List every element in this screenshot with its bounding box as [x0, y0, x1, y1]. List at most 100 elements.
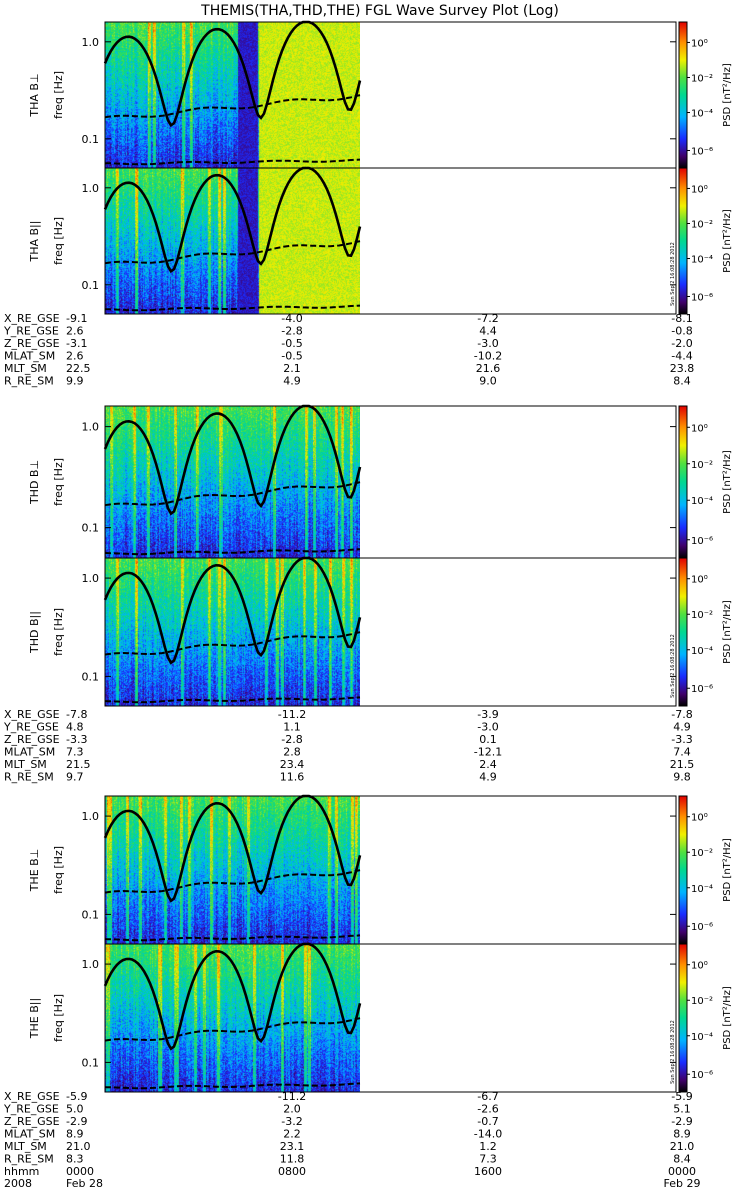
colorbar — [678, 795, 688, 945]
time-axis-date: Feb 29 — [664, 1177, 701, 1190]
ephemeris-value: -4.0 — [281, 312, 302, 325]
y-axis-label: freq [Hz] — [52, 994, 65, 1042]
ephemeris-value: -3.3 — [671, 733, 692, 746]
ephemeris-value: 4.8 — [66, 721, 84, 734]
ephemeris-row-name: Z_RE_GSE — [4, 337, 60, 350]
ephemeris-value: -2.9 — [671, 1115, 692, 1128]
ephemeris-value: 11.8 — [280, 1153, 305, 1166]
ephemeris-row-name: X_RE_GSE — [4, 312, 60, 325]
ephemeris-value: 9.7 — [66, 771, 84, 784]
panel-label: THD B⊥ — [28, 460, 41, 505]
colorbar-tick-label: 10⁻² — [691, 73, 713, 84]
colorbar-tick-label: 10⁻⁴ — [691, 884, 713, 895]
colorbar-label: PSD [nT²/Hz] — [722, 209, 733, 273]
ephemeris-value: 2.1 — [283, 362, 301, 375]
ephemeris-row-name: R_RE_SM — [4, 771, 54, 784]
ephemeris-value: 23.4 — [280, 758, 305, 771]
frequency-trace — [104, 548, 361, 556]
colorbar-tick-label: 10⁻² — [691, 610, 713, 621]
colorbar-tick-label: 10⁻⁶ — [691, 922, 713, 933]
ephemeris-value: 9.8 — [673, 771, 691, 784]
ephemeris-value: -10.2 — [474, 350, 502, 363]
colorbar — [678, 557, 688, 707]
ephemeris-value: 21.0 — [670, 1140, 695, 1153]
frequency-trace — [105, 934, 361, 942]
spectrogram-raster — [105, 944, 360, 1092]
colorbar-tick-label: 10⁻⁶ — [691, 684, 713, 695]
frequency-trace — [104, 94, 361, 119]
colorbar-tick-label: 10⁰ — [691, 184, 708, 195]
ephemeris-value: -7.8 — [66, 708, 87, 721]
ephemeris-row-name: MLAT_SM — [4, 746, 55, 759]
ephemeris-value: -0.8 — [671, 325, 692, 338]
y-tick-label: 0.1 — [82, 522, 100, 535]
y-axis-label: freq [Hz] — [52, 217, 65, 265]
ephemeris-value: -14.0 — [474, 1128, 502, 1141]
y-axis-label: freq [Hz] — [52, 458, 65, 506]
ephemeris-value: 5.1 — [673, 1103, 691, 1116]
colorbar-tick-label: 10⁻⁶ — [691, 292, 713, 303]
colorbar-tick-label: 10⁻² — [691, 996, 713, 1007]
ephemeris-value: 7.4 — [673, 746, 691, 759]
colorbar-tick-label: 10⁻⁴ — [691, 109, 713, 120]
panel-frame — [104, 943, 677, 1093]
frequency-trace — [104, 1017, 361, 1042]
colorbar-label: PSD [nT²/Hz] — [722, 450, 733, 514]
timestamp-stamp: Sun Sep 2 16:08:28 2012 — [670, 1020, 676, 1084]
frequency-trace — [103, 404, 362, 516]
ephemeris-value: -12.1 — [474, 746, 502, 759]
ephemeris-row-name: MLT_SM — [4, 1140, 47, 1153]
frequency-trace — [104, 304, 361, 312]
figure-title: THEMIS(THA,THD,THE) FGL Wave Survey Plot… — [200, 3, 559, 19]
y-tick-label: 0.1 — [82, 1056, 100, 1069]
panel-label: THE B|| — [28, 998, 41, 1039]
ephemeris-row-name: Z_RE_GSE — [4, 1115, 60, 1128]
ephemeris-value: 4.4 — [479, 325, 497, 338]
ephemeris-value: -5.9 — [66, 1090, 87, 1103]
panel-thd_bpar: 1.0 0.1 THD B|| freq [Hz] 10⁰ 10⁻² 10⁻⁴ 10⁻⁶ PSD… — [28, 556, 733, 707]
time-axis-date: Feb 28 — [66, 1177, 103, 1190]
panel-label: THD B|| — [28, 611, 41, 654]
ephemeris-value: 21.0 — [66, 1140, 91, 1153]
timestamp-stamp: Sun Sep 2 16:08:28 2012 — [670, 634, 676, 698]
spectrogram-raster — [105, 406, 360, 558]
time-tick-label: 1600 — [474, 1165, 502, 1178]
ephemeris-value: 2.6 — [66, 350, 84, 363]
ephemeris-row-name: R_RE_SM — [4, 1153, 54, 1166]
colorbar-label: PSD [nT²/Hz] — [722, 838, 733, 902]
ephemeris-value: -3.1 — [66, 337, 87, 350]
ephemeris-value: -6.7 — [477, 1090, 498, 1103]
ephemeris-value: 2.6 — [66, 325, 84, 338]
y-axis-label: freq [Hz] — [52, 846, 65, 894]
ephemeris-row-name: Z_RE_GSE — [4, 733, 60, 746]
ephemeris-value: 22.5 — [66, 362, 91, 375]
ephemeris-value: 11.6 — [280, 771, 305, 784]
colorbar-tick-label: 10⁻² — [691, 848, 713, 859]
frequency-trace — [104, 631, 361, 656]
colorbar-tick-label: 10⁻⁶ — [691, 1070, 713, 1081]
y-tick-label: 1.0 — [82, 421, 100, 434]
y-axis-label: freq [Hz] — [52, 608, 65, 656]
panel-label: THA B⊥ — [28, 73, 41, 117]
ephemeris-thd: X_RE_GSE -7.8 -11.2 -3.9 -7.8Y_RE_GSE 4.8 1.1-… — [3, 708, 694, 784]
colorbar — [678, 405, 688, 559]
ephemeris-value: 23.8 — [670, 362, 695, 375]
ephemeris-value: 8.4 — [673, 1153, 691, 1166]
y-tick-label: 0.1 — [82, 133, 100, 146]
panel-thd_bperp: 1.0 0.1 THD B⊥ freq [Hz] 10⁰ 10⁻² 10⁻⁴ 10⁻⁶ PSD … — [28, 404, 733, 559]
timestamp-stamp: Sun Sep 2 16:08:28 2012 — [670, 242, 676, 306]
frequency-trace — [103, 166, 362, 274]
colorbar-tick-label: 10⁰ — [691, 423, 708, 434]
ephemeris-value: 5.0 — [66, 1103, 84, 1116]
ephemeris-value: 7.3 — [479, 1153, 497, 1166]
colorbar-tick-label: 10⁻² — [691, 460, 713, 471]
y-tick-label: 1.0 — [82, 36, 100, 49]
colorbar-tick-label: 10⁰ — [691, 575, 708, 586]
ephemeris-value: -3.2 — [281, 1115, 302, 1128]
frequency-trace — [103, 794, 362, 903]
ephemeris-value: 4.9 — [283, 375, 301, 388]
ephemeris-row-name: MLAT_SM — [4, 1128, 55, 1141]
ephemeris-value: 2.4 — [479, 758, 497, 771]
frequency-trace — [105, 696, 361, 704]
